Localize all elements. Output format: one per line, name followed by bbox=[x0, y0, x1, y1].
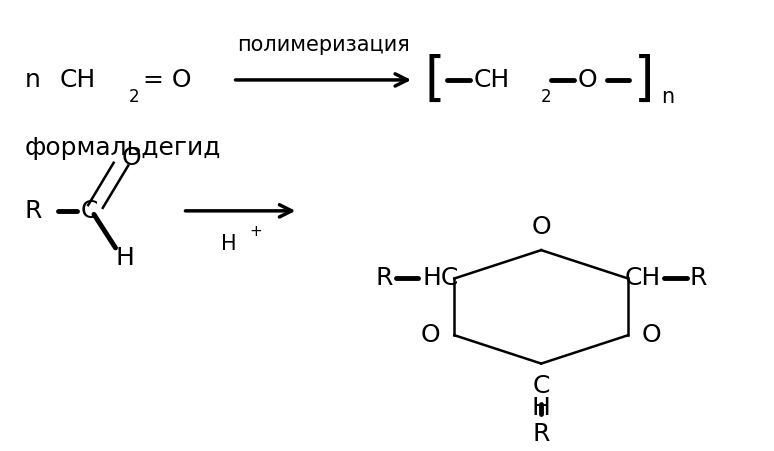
Text: H: H bbox=[221, 234, 237, 253]
Text: R: R bbox=[375, 267, 392, 290]
Text: 2: 2 bbox=[541, 87, 552, 106]
Text: O: O bbox=[421, 323, 440, 347]
Text: H: H bbox=[115, 246, 135, 270]
Text: CH: CH bbox=[60, 68, 95, 92]
Text: O: O bbox=[122, 147, 142, 170]
Text: = O: = O bbox=[142, 68, 191, 92]
Text: 2: 2 bbox=[128, 87, 139, 106]
Text: O: O bbox=[577, 68, 597, 92]
Text: полимеризация: полимеризация bbox=[238, 35, 410, 55]
Text: CH: CH bbox=[474, 68, 509, 92]
Text: R: R bbox=[690, 267, 707, 290]
Text: R: R bbox=[533, 423, 550, 446]
Text: R: R bbox=[25, 199, 42, 223]
Text: C: C bbox=[533, 374, 550, 399]
Text: CH: CH bbox=[624, 267, 660, 290]
Text: n: n bbox=[662, 87, 675, 107]
Text: C: C bbox=[80, 199, 98, 223]
Text: формальдегид: формальдегид bbox=[25, 136, 221, 160]
Text: O: O bbox=[532, 215, 551, 239]
Text: O: O bbox=[642, 323, 662, 347]
Text: n: n bbox=[25, 68, 40, 92]
Text: [: [ bbox=[424, 54, 444, 106]
Text: ]: ] bbox=[634, 54, 654, 106]
Text: +: + bbox=[250, 224, 262, 239]
Text: H: H bbox=[532, 396, 550, 420]
Text: HC: HC bbox=[422, 267, 458, 290]
